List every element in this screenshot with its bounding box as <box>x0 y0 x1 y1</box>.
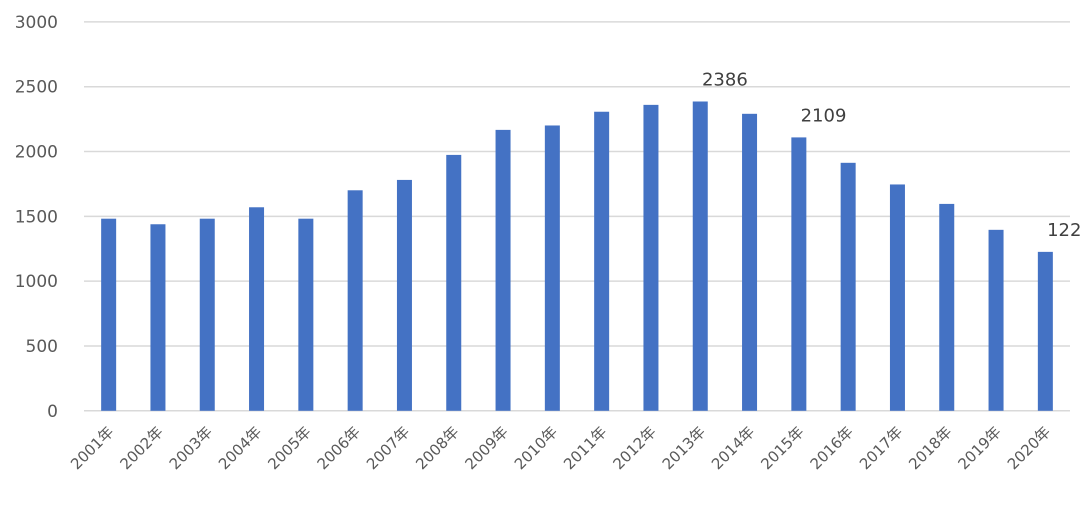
bar-2019年 <box>988 229 1004 411</box>
bar-2014年 <box>742 113 758 411</box>
bar-2016年 <box>840 162 856 411</box>
x-tick-label: 2018年 <box>905 423 955 473</box>
bar-2001年 <box>101 218 117 411</box>
bar-2017年 <box>889 184 905 411</box>
x-tick-label: 2007年 <box>363 423 413 473</box>
data-labels: 2386 2109 1226 <box>702 69 1080 240</box>
y-tick-label: 2500 <box>15 78 58 98</box>
x-tick-label: 2017年 <box>856 423 906 473</box>
y-tick-label: 3000 <box>15 13 58 33</box>
x-tick-label: 2003年 <box>166 423 216 473</box>
bar-2004年 <box>249 207 265 411</box>
x-tick-label: 2004年 <box>215 423 265 473</box>
bar-2012年 <box>643 104 659 411</box>
x-tick-label: 2015年 <box>757 423 807 473</box>
bar-2006年 <box>347 190 363 411</box>
x-tick-label: 2008年 <box>412 423 462 473</box>
bar-2018年 <box>939 203 955 411</box>
x-tick-label: 2011年 <box>560 423 610 473</box>
y-tick-label: 1500 <box>15 207 58 227</box>
x-tick-label: 2013年 <box>659 423 709 473</box>
data-label: 1226 <box>1047 220 1080 241</box>
y-tick-label: 0 <box>47 402 58 422</box>
x-tick-label: 2012年 <box>609 423 659 473</box>
x-axis-tick-labels: 2001年2002年2003年2004年2005年2006年2007年2008年… <box>67 423 1054 473</box>
bar-2003年 <box>199 218 215 411</box>
x-tick-label: 2009年 <box>462 423 512 473</box>
x-tick-label: 2002年 <box>116 423 166 473</box>
bar-2015年 <box>791 137 807 411</box>
x-tick-label: 2006年 <box>314 423 364 473</box>
x-tick-label: 2016年 <box>807 423 857 473</box>
x-tick-label: 2019年 <box>955 423 1005 473</box>
bar-2011年 <box>594 111 610 411</box>
bar-2013年 <box>692 101 708 411</box>
x-tick-label: 2010年 <box>511 423 561 473</box>
y-tick-label: 500 <box>26 337 58 357</box>
y-tick-label: 1000 <box>15 272 58 292</box>
data-label: 2109 <box>801 105 847 126</box>
bar-2008年 <box>446 154 462 411</box>
y-tick-label: 2000 <box>15 143 58 163</box>
bar-2002年 <box>150 224 166 411</box>
y-axis-tick-labels: 0 500 1000 1500 2000 2500 3000 <box>15 13 58 422</box>
bar-2020年 <box>1037 251 1053 411</box>
bar-2007年 <box>396 179 412 411</box>
bar-2010年 <box>544 125 560 411</box>
x-tick-label: 2005年 <box>264 423 314 473</box>
gridlines <box>84 21 1070 412</box>
data-label: 2386 <box>702 69 748 90</box>
bar-2009年 <box>495 129 511 411</box>
bar-2005年 <box>298 218 314 411</box>
bars <box>101 101 1053 411</box>
x-tick-label: 2020年 <box>1004 423 1054 473</box>
x-tick-label: 2014年 <box>708 423 758 473</box>
x-tick-label: 2001年 <box>67 423 117 473</box>
